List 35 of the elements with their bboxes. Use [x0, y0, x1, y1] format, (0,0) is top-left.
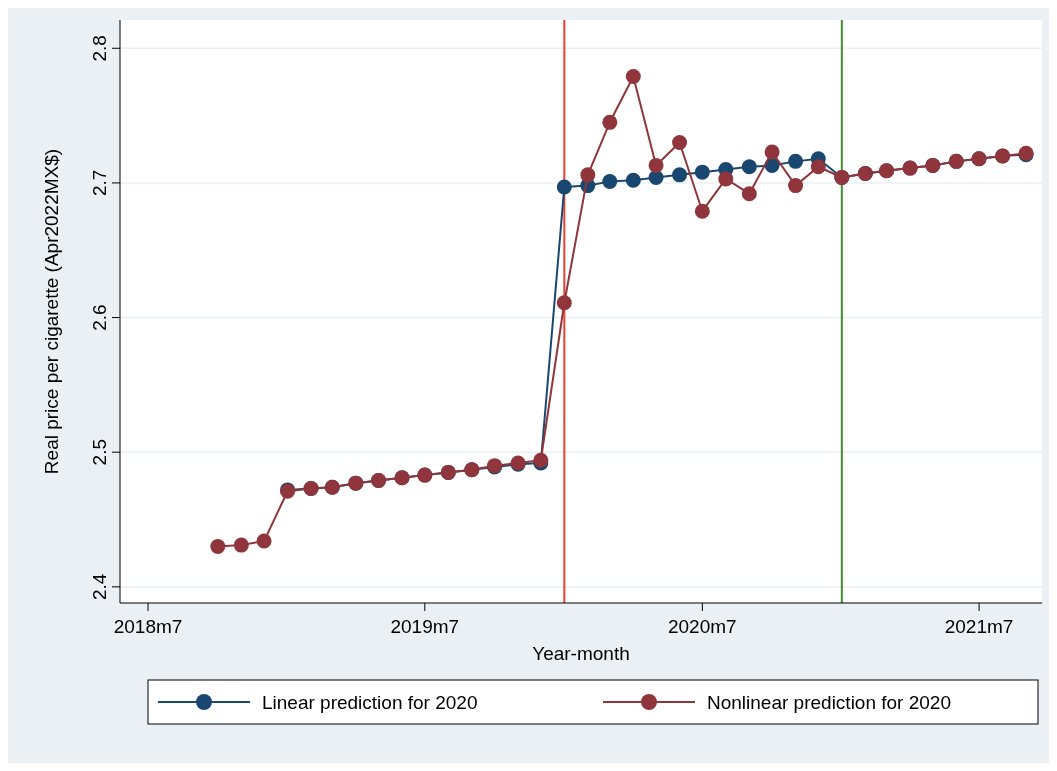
point — [764, 144, 780, 160]
point — [648, 157, 664, 173]
y-tick-label: 2.5 — [89, 438, 110, 466]
y-tick-label: 2.8 — [89, 35, 110, 62]
x-tick-label: 2021m7 — [944, 616, 1014, 637]
point — [556, 295, 572, 311]
point — [694, 164, 710, 180]
point — [625, 172, 641, 188]
x-tick-label: 2018m7 — [113, 616, 183, 637]
point — [741, 186, 757, 202]
x-axis-title: Year-month — [532, 643, 630, 664]
point — [625, 69, 641, 85]
point — [580, 167, 596, 183]
point — [556, 179, 572, 195]
x-tick-label: 2020m7 — [667, 616, 737, 637]
point — [602, 174, 618, 190]
y-tick-label: 2.7 — [89, 169, 110, 197]
point — [741, 159, 757, 175]
point — [210, 538, 226, 554]
point — [718, 171, 734, 187]
point — [672, 135, 688, 151]
point — [788, 178, 804, 194]
y-tick-label: 2.6 — [89, 304, 110, 331]
y-tick-label: 2.4 — [89, 573, 110, 601]
point — [788, 153, 804, 169]
y-axis-title: Real price per cigarette (Apr2022MX$) — [41, 148, 62, 475]
legend-label: Nonlinear prediction for 2020 — [707, 692, 951, 713]
point — [810, 159, 826, 175]
point — [233, 537, 249, 553]
legend-label: Linear prediction for 2020 — [262, 692, 478, 713]
point — [602, 114, 618, 130]
x-tick-label: 2019m7 — [390, 616, 460, 637]
point — [672, 167, 688, 183]
point — [694, 203, 710, 219]
point — [256, 533, 272, 549]
